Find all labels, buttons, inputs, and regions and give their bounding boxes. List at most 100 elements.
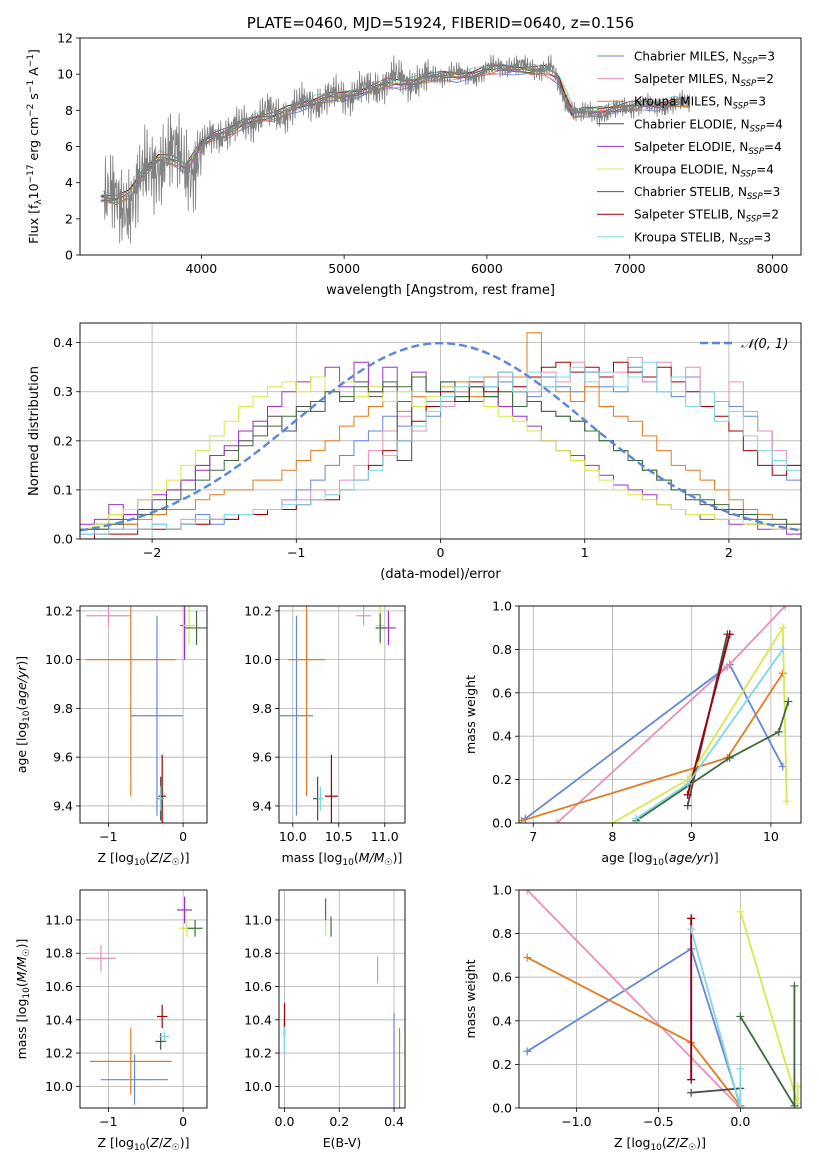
legend-label-suffix: =3 xyxy=(763,185,781,199)
age_vs_Z-panel: −1 0 9.4 9.6 9.8 10.0 10.2 Z [log10(Z/Z☉)] age [… xyxy=(14,603,208,868)
spectrum-ytick-label: 10 xyxy=(57,67,73,82)
weight_vs_age-ytick-label: 1.0 xyxy=(492,599,512,614)
residuals-ytick-label: 0.2 xyxy=(53,433,73,448)
weight-marker-2 xyxy=(778,669,787,678)
weight-marker-6 xyxy=(736,1012,745,1021)
legend-label-sub: SSP xyxy=(748,147,764,157)
mass_vs_ebv-ytick-label: 11.0 xyxy=(244,912,272,927)
legend-label-text: Chabrier ELODIE, N xyxy=(634,117,750,131)
weight-marker-3 xyxy=(687,1088,696,1097)
legend-label-suffix: =3 xyxy=(757,50,775,64)
weight-marker-1 xyxy=(781,606,790,610)
age_vs_mass-ytick-label: 9.6 xyxy=(252,750,272,765)
age_vs_Z-xtick-label: 0 xyxy=(179,829,187,844)
weight-marker-1 xyxy=(523,890,532,894)
spectrum-ytick-label: 6 xyxy=(65,139,73,154)
legend-label-text: Kroupa MILES, N xyxy=(634,95,733,109)
spectrum-xtick-label: 8000 xyxy=(757,261,789,276)
legend-label-suffix: =3 xyxy=(748,95,766,109)
weight-line-8 xyxy=(635,648,784,820)
weight-marker-7 xyxy=(687,1075,696,1084)
age_vs_mass-plot-area xyxy=(279,606,396,823)
weight-marker-8 xyxy=(736,1064,745,1073)
spectrum-frame xyxy=(79,37,802,256)
legend-label-suffix: =2 xyxy=(756,72,774,86)
legend-label-suffix: =4 xyxy=(765,117,783,131)
weight_vs_Z-plot-area xyxy=(523,890,801,1108)
weight_vs_Z-ytick-label: 0.2 xyxy=(492,1057,512,1072)
legend-label-sub: SSP xyxy=(738,237,754,247)
weight-marker-8 xyxy=(687,925,696,934)
spectrum-xtick-label: 4000 xyxy=(185,261,217,276)
age_vs_mass-xtick-label: 10.0 xyxy=(279,829,307,844)
age_vs_mass-ytick-label: 9.4 xyxy=(252,798,272,813)
mass_vs_Z-xtick-label: 0 xyxy=(179,1114,187,1129)
legend-label-suffix: =2 xyxy=(761,208,779,222)
legend-label-sub: SSP xyxy=(750,124,766,134)
weight-marker-1 xyxy=(723,662,732,671)
x-axis-label: wavelength [Angstrom, rest frame] xyxy=(326,283,555,298)
weight_vs_age-ytick-label: 0.8 xyxy=(492,642,512,657)
spectrum-ytick-label: 4 xyxy=(65,175,73,190)
residuals-ytick-label: 0.1 xyxy=(53,482,73,497)
weight-marker-5 xyxy=(736,907,745,916)
age_vs_mass-xtick-label: 11.0 xyxy=(371,829,399,844)
residuals-plot-area xyxy=(80,332,801,539)
weight_vs_age-ytick-label: 0.6 xyxy=(492,685,512,700)
model-line-1 xyxy=(101,70,690,206)
age_vs_Z-xtick-label: −1 xyxy=(99,829,117,844)
x-axis-label: Z [log10(Z/Z☉)] xyxy=(97,1135,189,1153)
weight-marker-8 xyxy=(778,645,787,654)
weight-line-0 xyxy=(526,947,742,1107)
legend-label-sub: SSP xyxy=(747,192,763,202)
x-axis-label: age [log10(age/yr)] xyxy=(601,850,718,868)
mass_vs_Z-xtick-label: −1 xyxy=(99,1114,117,1129)
weight-marker-6 xyxy=(774,727,783,736)
y-axis-label: mass weight xyxy=(463,959,478,1038)
legend-label-text: Salpeter ELODIE, N xyxy=(634,140,748,154)
histogram-series-0 xyxy=(80,366,801,535)
weight-marker-7 xyxy=(687,914,696,923)
age_vs_Z-ytick-label: 9.6 xyxy=(53,750,73,765)
mass_vs_ebv-ytick-label: 10.0 xyxy=(244,1079,272,1094)
x-axis-label: (data-model)/error xyxy=(380,567,501,582)
residuals-ytick-label: 0.4 xyxy=(53,335,73,350)
weight-marker-8 xyxy=(632,814,641,823)
residuals-xtick-label: 1 xyxy=(581,545,589,560)
legend-label-text: Salpeter MILES, N xyxy=(634,72,741,86)
mass_vs_ebv-plot-area xyxy=(283,898,401,1108)
weight-marker-0 xyxy=(523,1047,532,1056)
x-axis-label: mass [log10(M/M☉)] xyxy=(282,850,403,868)
mass_vs_ebv-ytick-label: 10.8 xyxy=(244,946,272,961)
y-axis-label: mass [log10(M/M☉)] xyxy=(14,939,32,1060)
residuals-ytick-label: 0.0 xyxy=(53,532,73,547)
mass_vs_ebv-frame xyxy=(278,889,406,1109)
legend-label-text: Chabrier MILES, N xyxy=(634,50,742,64)
weight_vs_Z-ytick-label: 0.4 xyxy=(492,1013,512,1028)
mass_vs_Z-ytick-label: 11.0 xyxy=(45,912,73,927)
weight_vs_Z-ytick-label: 0.8 xyxy=(492,926,512,941)
weight_vs_Z-panel: −1.0 −0.5 0.0 0.0 0.2 0.4 0.6 0.8 1.0 Z [log10(Z/… xyxy=(463,883,802,1153)
legend-label-sub: SSP xyxy=(746,215,762,225)
spectrum-xtick-label: 7000 xyxy=(614,261,646,276)
spectrum-ytick-label: 0 xyxy=(65,248,73,263)
legend-label-sub: SSP xyxy=(741,79,757,89)
age_vs_Z-ytick-label: 10.2 xyxy=(45,603,73,618)
mass_vs_Z-panel: −1 0 10.0 10.2 10.4 10.6 10.8 11.0 Z [log10(Z/Z☉… xyxy=(14,889,208,1153)
mass_vs_ebv-ytick-label: 10.4 xyxy=(244,1012,272,1027)
legend-label-2: Kroupa MILES, NSSP=3 xyxy=(634,95,766,112)
weight-line-3 xyxy=(691,1087,741,1094)
legend-label-6: Chabrier STELIB, NSSP=3 xyxy=(634,185,780,202)
age_vs_Z-ytick-label: 9.4 xyxy=(53,798,73,813)
weight_vs_age-xtick-label: 8 xyxy=(608,829,616,844)
weight_vs_age-frame xyxy=(518,605,802,824)
weight_vs_Z-ytick-label: 0.6 xyxy=(492,970,512,985)
y-axis-label: mass weight xyxy=(463,675,478,754)
age_vs_mass-ytick-label: 10.2 xyxy=(244,603,272,618)
weight_vs_Z-frame xyxy=(518,889,802,1109)
gaussian-legend-label: 𝒩(0, 1) xyxy=(741,337,788,352)
y-axis-label: Flux [fλ10−17 erg cm−2 s−1 A−1] xyxy=(26,49,44,244)
mass_vs_ebv-xtick-label: 0.0 xyxy=(275,1114,295,1129)
spectrum-xtick-label: 5000 xyxy=(328,261,360,276)
